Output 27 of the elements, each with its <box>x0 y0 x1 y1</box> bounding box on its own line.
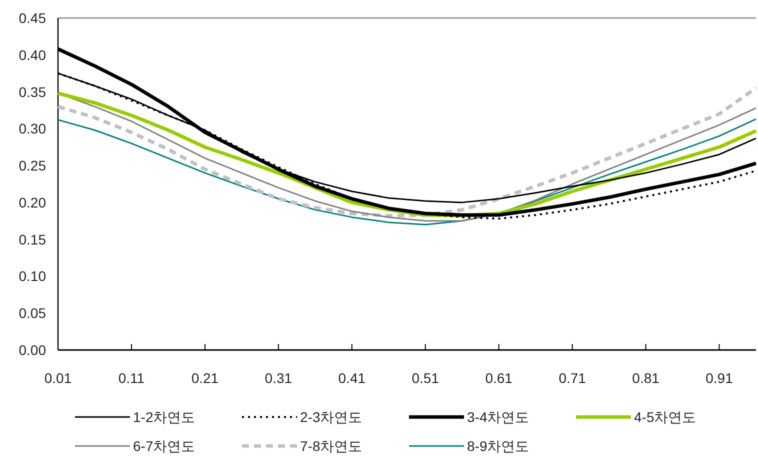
legend-label: 2-3차연도 <box>300 409 362 425</box>
x-tick-label: 0.71 <box>558 370 586 386</box>
x-tick-label: 0.91 <box>706 370 734 386</box>
legend-label: 4-5차연도 <box>634 409 696 425</box>
y-tick-label: 0.10 <box>18 268 46 284</box>
x-tick-label: 0.51 <box>412 370 440 386</box>
y-tick-label: 0.05 <box>18 305 46 322</box>
legend-label: 6-7차연도 <box>133 438 196 454</box>
x-tick-label: 0.41 <box>338 370 366 386</box>
x-tick-label: 0.31 <box>264 370 292 386</box>
legend-label: 1-2차연도 <box>133 409 196 425</box>
y-tick-label: 0.00 <box>18 342 46 358</box>
y-tick-label: 0.15 <box>18 231 46 248</box>
y-tick-label: 0.25 <box>18 158 46 174</box>
y-tick-label: 0.35 <box>18 84 46 100</box>
x-tick-label: 0.21 <box>191 370 219 386</box>
x-tick-label: 0.11 <box>118 370 145 386</box>
y-tick-label: 0.20 <box>18 194 46 210</box>
y-tick-label: 0.45 <box>18 10 46 26</box>
y-tick-label: 0.30 <box>18 120 46 137</box>
x-tick-label: 0.81 <box>632 370 660 386</box>
x-tick-label: 0.01 <box>44 370 72 386</box>
legend-label: 8-9차연도 <box>467 438 530 454</box>
legend-label: 7-8차연도 <box>300 438 362 454</box>
y-tick-label: 0.40 <box>18 46 46 63</box>
legend-label: 3-4차연도 <box>467 409 530 425</box>
x-tick-label: 0.61 <box>485 370 513 386</box>
